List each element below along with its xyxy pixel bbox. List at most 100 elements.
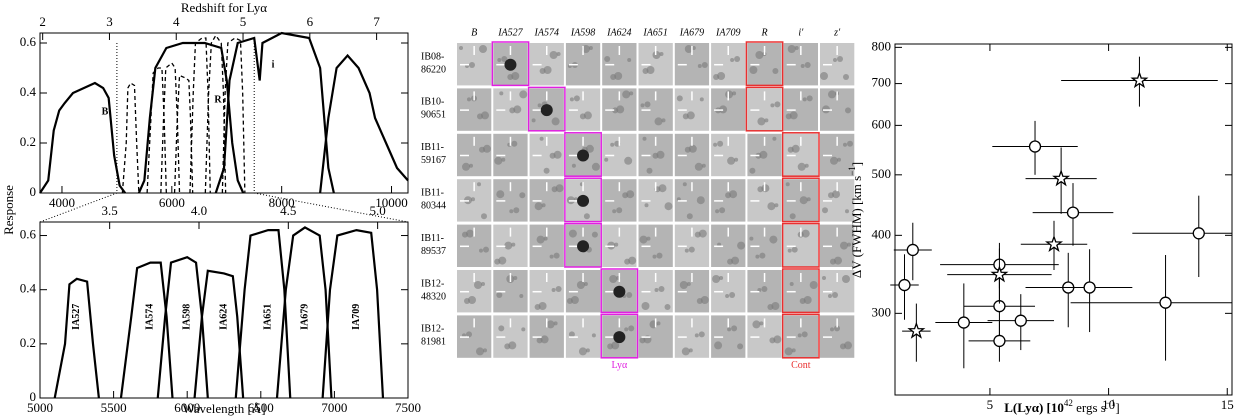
noise — [757, 186, 763, 192]
noise — [807, 95, 813, 101]
noise — [695, 333, 699, 337]
noise — [462, 232, 468, 238]
noise — [513, 207, 519, 213]
noise — [653, 51, 661, 59]
noise — [540, 137, 544, 141]
noise — [474, 281, 482, 289]
y-tick-label: 500 — [872, 166, 892, 181]
noise — [592, 333, 596, 337]
noise — [725, 294, 729, 298]
x-axis-label-part: 42 — [1064, 398, 1073, 408]
noise — [680, 281, 688, 289]
noise — [537, 236, 545, 244]
noise — [645, 101, 651, 107]
noise — [481, 213, 487, 219]
noise — [645, 203, 649, 207]
noise — [498, 325, 504, 331]
noise — [494, 259, 500, 265]
noise — [640, 236, 648, 244]
noise — [772, 137, 776, 141]
y-tick-label: 0.2 — [20, 335, 36, 350]
noise — [477, 182, 481, 186]
source — [613, 331, 625, 343]
column-label: B — [471, 27, 477, 38]
noise — [479, 45, 487, 53]
noise — [810, 281, 818, 289]
noise — [519, 294, 523, 298]
noise — [832, 292, 838, 298]
noise — [770, 103, 774, 107]
point — [958, 317, 969, 328]
column-label: i′ — [798, 27, 804, 38]
noise — [469, 62, 475, 68]
noise — [570, 97, 574, 101]
x-tick-label: 6000 — [159, 195, 185, 210]
noise — [624, 327, 628, 331]
noise — [820, 72, 828, 80]
noise — [552, 117, 560, 125]
noise — [840, 343, 846, 349]
noise — [830, 157, 838, 165]
row-label: IB08- — [421, 51, 444, 62]
noise — [521, 327, 525, 331]
noise — [767, 202, 775, 210]
noise — [749, 168, 755, 174]
x2-tick-label: 4 — [173, 14, 180, 29]
noise — [700, 97, 704, 101]
noise — [786, 182, 790, 186]
noise — [604, 158, 608, 162]
x-tick-label: 4000 — [49, 195, 75, 210]
filter-curve — [55, 279, 99, 398]
column-label: z′ — [833, 27, 841, 38]
noise — [828, 90, 836, 98]
point — [1015, 315, 1026, 326]
filter-label: IA527 — [71, 304, 82, 330]
x-tick-label: 15 — [1221, 397, 1234, 412]
noise — [785, 347, 793, 355]
noise — [697, 196, 705, 204]
noise — [609, 275, 617, 283]
noise — [496, 190, 504, 198]
noise — [550, 255, 554, 259]
filter-label: IA651 — [262, 304, 273, 330]
column-label: IA598 — [570, 27, 595, 38]
x2-tick-label: 3.5 — [102, 203, 118, 218]
x-tick-label: 5500 — [101, 400, 127, 415]
noise — [800, 298, 806, 304]
noise — [715, 209, 719, 213]
y-tick-label: 0 — [30, 184, 37, 199]
noise — [749, 66, 757, 74]
noise — [774, 101, 780, 107]
source — [577, 150, 589, 162]
noise — [622, 90, 630, 98]
noise — [685, 147, 691, 153]
filter-label: IA574 — [145, 304, 156, 330]
noise — [761, 286, 767, 292]
noise — [624, 157, 632, 165]
x2-tick-label: 2 — [39, 14, 46, 29]
noise — [584, 213, 590, 219]
row-label: IB12- — [421, 324, 444, 335]
filter-curve — [320, 56, 408, 194]
noise — [805, 62, 811, 68]
x-tick-label: 7500 — [395, 400, 421, 415]
noise — [727, 327, 731, 331]
figure: 4000600080001000000.20.40.6234567BRiReds… — [0, 0, 1246, 418]
noise — [833, 58, 837, 62]
noise — [755, 255, 759, 259]
filter-curve — [216, 33, 334, 193]
noise — [643, 137, 647, 141]
y-tick-label: 600 — [872, 116, 892, 131]
noise — [802, 331, 808, 337]
x2-tick-label: 5.0 — [370, 203, 386, 218]
noise — [737, 343, 743, 349]
noise — [580, 113, 586, 119]
x2-tick-label: 4.5 — [280, 203, 296, 218]
noise — [712, 275, 720, 283]
noise — [695, 232, 701, 238]
curve-label: R — [214, 94, 222, 105]
filter-label: IA598 — [181, 304, 192, 330]
noise — [786, 113, 792, 119]
y-tick-label: 400 — [872, 226, 892, 241]
y-tick-label: 0.6 — [20, 34, 37, 49]
